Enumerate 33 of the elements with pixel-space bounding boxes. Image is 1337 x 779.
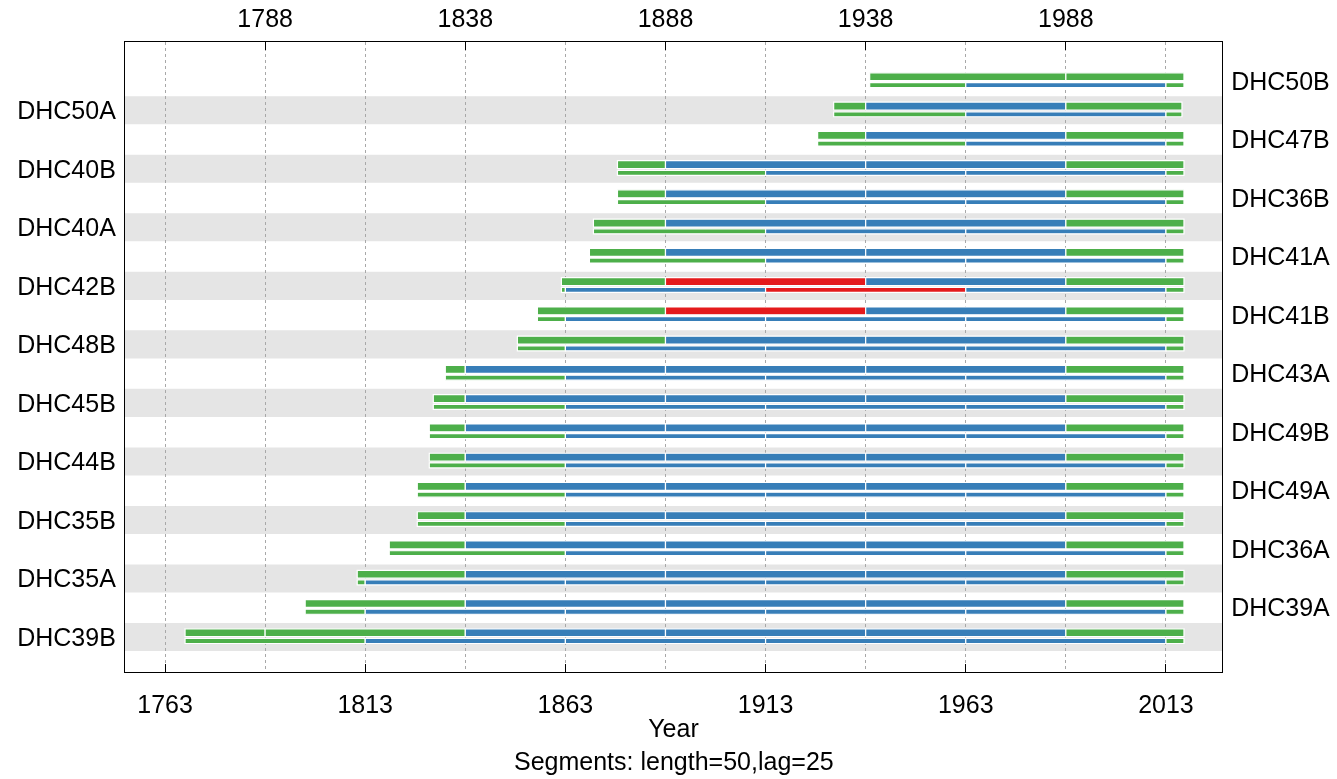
x2-tick-label: 1938 (837, 3, 894, 32)
x-tick-label: 1813 (337, 690, 394, 719)
x-axis-title: Year (648, 714, 699, 743)
x-tick-label: 2013 (1138, 690, 1194, 719)
y-tick-label: DHC39B (17, 622, 116, 651)
y-tick-label: DHC43A (1231, 359, 1331, 388)
y-tick-label: DHC45B (17, 388, 116, 417)
y-tick-label: DHC42B (17, 271, 116, 300)
y-tick-label: DHC36A (1231, 534, 1331, 563)
y-tick-label: DHC44B (17, 447, 116, 476)
y-tick-label: DHC49A (1231, 476, 1331, 505)
y-tick-label: DHC49B (1231, 417, 1330, 446)
x2-tick-label: 1838 (437, 3, 494, 32)
x2-tick-label: 1788 (237, 3, 293, 32)
y-tick-label: DHC47B (1231, 125, 1330, 154)
y-tick-label: DHC36B (1231, 183, 1330, 212)
x2-tick-label: 1988 (1038, 3, 1094, 32)
text: Segments: length=50,lag=25 (514, 747, 834, 775)
y-tick-label: DHC40B (17, 154, 116, 183)
y-tick-label: DHC50B (1231, 66, 1330, 95)
x-tick-label: 1913 (737, 690, 794, 719)
y-tick-label: DHC41B (1231, 300, 1330, 329)
y-tick-label: DHC50A (17, 96, 117, 125)
x-tick-label: 1963 (937, 690, 994, 719)
y-tick-label: DHC35A (17, 564, 117, 593)
y-tick-label: DHC41A (1231, 242, 1331, 271)
y-tick-label: DHC48B (17, 330, 116, 359)
x-tick-label: 1763 (137, 690, 193, 719)
y-tick-label: DHC39A (1231, 593, 1331, 622)
y-tick-label: DHC40A (17, 213, 117, 242)
y-tick-label: DHC35B (17, 505, 116, 534)
x2-tick-label: 1888 (637, 3, 694, 32)
x-tick-label: 1863 (537, 690, 594, 719)
